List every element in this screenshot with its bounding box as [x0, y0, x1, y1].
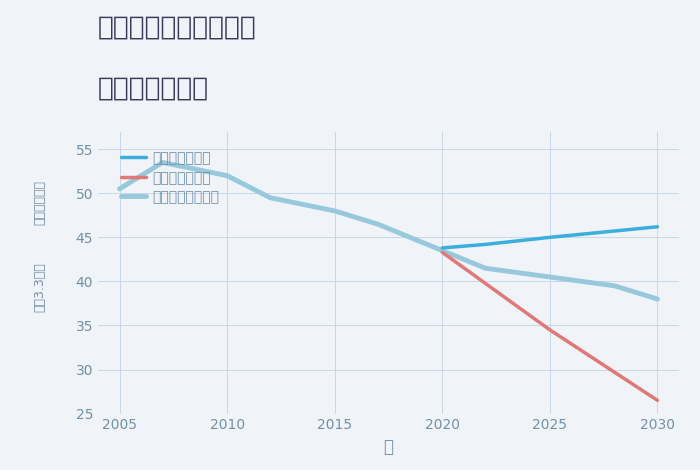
Line: ノーマルシナリオ: ノーマルシナリオ [120, 163, 657, 299]
Text: 坪（3.3㎡）: 坪（3.3㎡） [34, 262, 46, 312]
X-axis label: 年: 年 [384, 438, 393, 456]
ノーマルシナリオ [481, 266, 489, 271]
ノーマルシナリオ [158, 160, 167, 165]
ノーマルシナリオ [223, 173, 231, 179]
ノーマルシナリオ [374, 221, 382, 227]
ノーマルシナリオ [546, 274, 554, 280]
ノーマルシナリオ [653, 296, 662, 302]
Line: バッドシナリオ: バッドシナリオ [442, 252, 657, 400]
グッドシナリオ [438, 245, 447, 251]
ノーマルシナリオ [330, 208, 339, 214]
バッドシナリオ [653, 398, 662, 403]
グッドシナリオ [481, 242, 489, 247]
Text: 兵庫県姫路市元塩町の: 兵庫県姫路市元塩町の [98, 14, 257, 40]
Text: 土地の価格推移: 土地の価格推移 [98, 75, 209, 101]
Text: 単価（万円）: 単価（万円） [34, 180, 46, 225]
Legend: グッドシナリオ, バッドシナリオ, ノーマルシナリオ: グッドシナリオ, バッドシナリオ, ノーマルシナリオ [117, 147, 224, 209]
ノーマルシナリオ [116, 186, 124, 192]
Line: グッドシナリオ: グッドシナリオ [442, 227, 657, 248]
グッドシナリオ [653, 224, 662, 229]
ノーマルシナリオ [266, 195, 274, 201]
ノーマルシナリオ [438, 248, 447, 253]
ノーマルシナリオ [610, 283, 619, 289]
バッドシナリオ [438, 250, 447, 255]
バッドシナリオ [546, 327, 554, 333]
グッドシナリオ [546, 235, 554, 240]
